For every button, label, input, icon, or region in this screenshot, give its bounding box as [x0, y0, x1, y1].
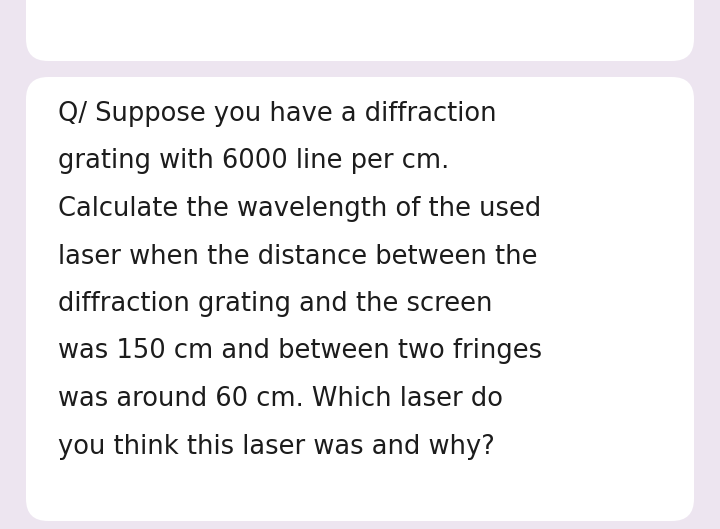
FancyBboxPatch shape: [26, 77, 694, 521]
Text: grating with 6000 line per cm.: grating with 6000 line per cm.: [58, 149, 449, 175]
Text: was around 60 cm. Which laser do: was around 60 cm. Which laser do: [58, 386, 503, 412]
Text: Calculate the wavelength of the used: Calculate the wavelength of the used: [58, 196, 541, 222]
Text: was 150 cm and between two fringes: was 150 cm and between two fringes: [58, 339, 542, 364]
Text: you think this laser was and why?: you think this laser was and why?: [58, 433, 495, 460]
Text: diffraction grating and the screen: diffraction grating and the screen: [58, 291, 492, 317]
FancyBboxPatch shape: [26, 0, 694, 61]
Text: laser when the distance between the: laser when the distance between the: [58, 243, 538, 269]
Text: Q/ Suppose you have a diffraction: Q/ Suppose you have a diffraction: [58, 101, 497, 127]
